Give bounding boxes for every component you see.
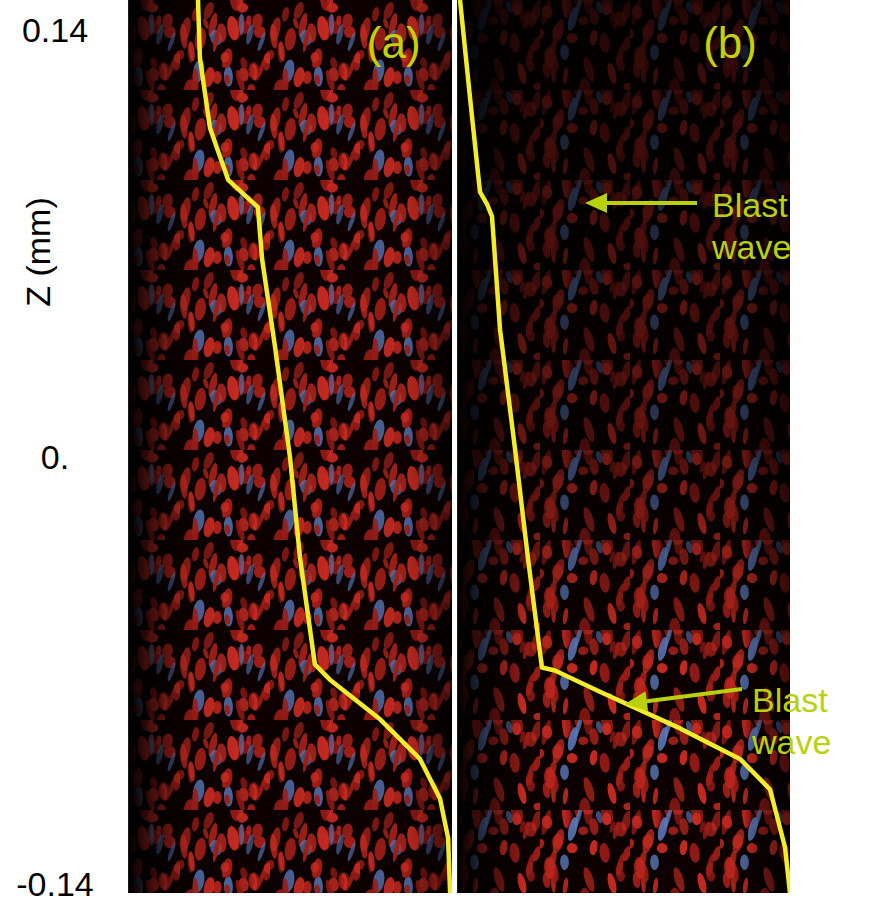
axis-line (457, 0, 458, 893)
panel-shade (457, 0, 790, 893)
panel-label: (b) (703, 18, 757, 67)
tick-label: 0. (41, 438, 69, 476)
tick-label: -0.14 (16, 865, 94, 903)
curve (460, 0, 790, 893)
axis-title: Z (mm) (19, 197, 57, 307)
panel-texture (457, 0, 790, 893)
panel-image (457, 0, 790, 893)
arrow-shaft (647, 689, 742, 701)
panel-image (128, 0, 452, 893)
axis-line (128, 0, 129, 893)
annotation: Blast wave (751, 681, 831, 762)
annotation: Blast wave (711, 186, 791, 267)
annotation-line: wave (711, 228, 791, 266)
annotation-line: Blast (712, 186, 788, 224)
panel-texture (128, 0, 452, 893)
panel-shade (128, 0, 452, 893)
plot-area (460, 0, 790, 893)
arrow-head (585, 193, 607, 213)
plot-area (198, 0, 450, 893)
panel-shade (457, 0, 790, 893)
tick-label: 0.14 (22, 11, 88, 49)
annotation-line: wave (751, 723, 831, 761)
arrow-shaft (607, 201, 697, 205)
curve (198, 0, 450, 893)
arrow-head (625, 691, 648, 711)
figure: (a) -0.14 0. 0.14 Z (mm) (b) Blast wave Blast wav… (0, 0, 878, 909)
annotation-line: Blast (752, 681, 828, 719)
panel-label: (a) (367, 18, 421, 67)
